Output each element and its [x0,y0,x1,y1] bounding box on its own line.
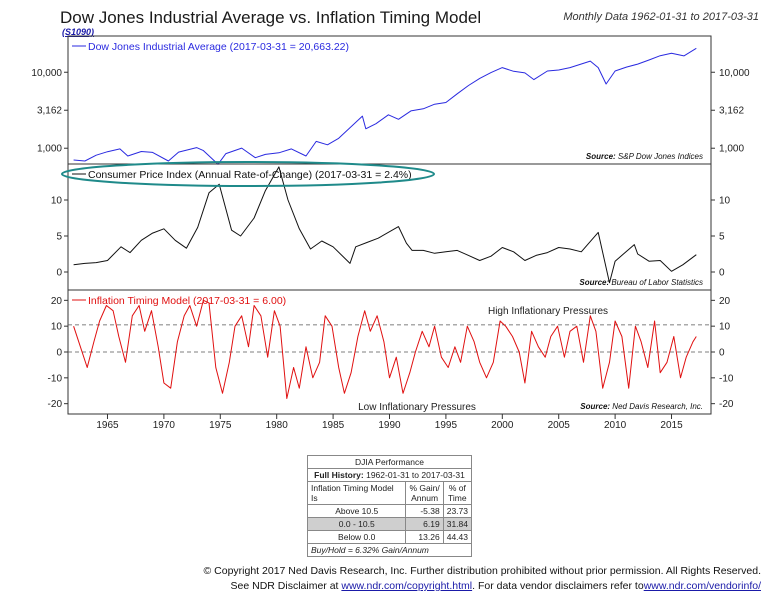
djia-series-line [73,47,697,165]
vendor-info-link[interactable]: www.ndr.com/vendorinfo/ [643,580,761,592]
model-ytick-label-right: -20 [719,399,734,410]
low-pressures-label: Low Inflationary Pressures [358,402,476,413]
footer-copyright: © Copyright 2017 Ned Davis Research, Inc… [203,565,762,577]
xtick-label: 1975 [209,420,232,431]
copyright-link[interactable]: www.ndr.com/copyright.html [341,580,473,592]
model-ytick-label-left: -20 [48,399,63,410]
djia-ytick-label-right: 3,162 [719,106,744,117]
xtick-label: 1980 [266,420,289,431]
model-ytick-label-right: 0 [719,348,725,359]
model-ytick-label-left: 10 [51,322,63,333]
djia-ytick-label-left: 1,000 [37,144,62,155]
cpi-panel-frame [67,163,712,291]
xtick-label: 2000 [491,420,514,431]
djia-source: Source: S&P Dow Jones Indices [586,152,703,161]
performance-table: DJIA Performance Full History: 1962-01-3… [306,455,473,557]
model-source-text: Ned Davis Research, Inc. [612,402,703,411]
perf-buy-hold: Buy/Hold = 6.32% Gain/Annum [307,543,472,557]
footer-disclaimer: See NDR Disclaimer at www.ndr.com/copyri… [230,580,761,592]
djia-ytick-label-right: 10,000 [719,68,750,79]
djia-legend-label: Dow Jones Industrial Average (2017-03-31… [88,41,349,53]
cpi-legend-label: Consumer Price Index (Annual Rate-of-Cha… [88,169,412,181]
xtick-label: 1965 [96,420,119,431]
cpi-ytick-label-right: 5 [719,232,725,243]
xtick-label: 2015 [660,420,683,431]
xtick-label: 2010 [604,420,627,431]
model-source-label: Source: [580,402,612,411]
cpi-ytick-label-left: 5 [56,232,62,243]
cpi-source-text: Bureau of Labor Statistics [611,278,703,287]
perf-row-middle: 0.0 - 10.5 6.19 31.84 [306,517,473,531]
perf-row-above: Above 10.5 -5.38 23.73 [306,504,473,518]
model-source: Source: Ned Davis Research, Inc. [580,402,703,411]
perf-col-gain: % Gain/Annum [405,481,444,505]
djia-ytick-label-left: 10,000 [31,68,62,79]
chart-code: (S1090) [62,27,95,37]
model-ytick-label-right: -10 [719,373,734,384]
xtick-label: 2005 [548,420,571,431]
djia-source-label: Source: [586,152,618,161]
cpi-series-line [73,166,697,284]
perf-col-time: % of Time [442,481,473,505]
perf-title: DJIA Performance [307,455,472,469]
djia-panel-frame [67,35,712,165]
model-series-line [73,299,697,399]
djia-ytick-label-right: 1,000 [719,144,744,155]
djia-source-text: S&P Dow Jones Indices [618,152,703,161]
perf-row-below: Below 0.0 13.26 44.43 [306,530,473,544]
cpi-highlight-ellipse [61,161,435,187]
xtick-label: 1985 [322,420,345,431]
xtick-label: 1990 [378,420,401,431]
cpi-ytick-label-left: 10 [51,196,63,207]
chart-title: Dow Jones Industrial Average vs. Inflati… [60,8,482,27]
chart-subtitle: Monthly Data 1962-01-31 to 2017-03-31 [563,11,759,23]
cpi-ytick-label-right: 0 [719,268,725,279]
cpi-source: Source: Bureau of Labor Statistics [579,278,703,287]
model-ytick-label-right: 10 [719,322,731,333]
cpi-ytick-label-left: 0 [56,268,62,279]
model-ytick-label-left: 0 [56,348,62,359]
model-ytick-label-left: -10 [48,373,63,384]
xtick-label: 1970 [153,420,176,431]
model-ytick-label-right: 20 [719,296,731,307]
perf-col-model: Inflation Timing Model Is [306,481,407,505]
xtick-label: 1995 [435,420,458,431]
model-ytick-label-left: 20 [51,296,63,307]
model-legend-label: Inflation Timing Model (2017-03-31 = 6.0… [88,295,286,307]
djia-ytick-label-left: 3,162 [37,106,62,117]
cpi-ytick-label-right: 10 [719,196,731,207]
cpi-source-label: Source: [579,278,611,287]
perf-history: Full History: 1962-01-31 to 2017-03-31 [307,468,472,482]
high-pressures-label: High Inflationary Pressures [488,306,608,317]
